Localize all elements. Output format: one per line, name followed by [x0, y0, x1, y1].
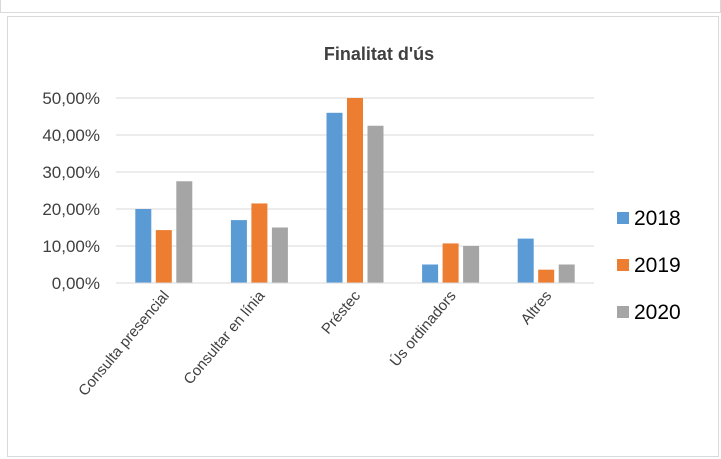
- y-tick-label: 40,00%: [42, 126, 100, 145]
- bar-2020-3: [463, 246, 480, 283]
- bar-2019-0: [155, 230, 172, 283]
- x-tick-label: Préstec: [318, 287, 364, 337]
- bar-2020-2: [367, 125, 384, 283]
- bar-2018-0: [135, 209, 152, 283]
- x-tick-label: Altres: [518, 288, 556, 328]
- bar-2020-4: [558, 264, 575, 283]
- legend-label: 2020: [634, 301, 681, 324]
- legend-label: 2019: [634, 254, 681, 277]
- x-tick-label: Consultar en línia: [180, 287, 268, 388]
- bar-2018-2: [326, 112, 343, 283]
- chart-title: Finalitat d'ús: [324, 44, 434, 64]
- legend-swatch-2018: [617, 212, 629, 224]
- y-tick-label: 50,00%: [42, 89, 100, 108]
- legend-swatch-2020: [617, 306, 629, 318]
- legend-swatch-2019: [617, 259, 629, 271]
- bar-2018-4: [517, 238, 534, 283]
- y-tick-label: 20,00%: [42, 200, 100, 219]
- bars: [116, 98, 594, 284]
- bar-2018-3: [422, 264, 439, 283]
- bar-2019-2: [347, 98, 363, 283]
- y-tick-label: 10,00%: [42, 237, 100, 256]
- bar-2018-1: [230, 220, 247, 283]
- bar-2019-4: [538, 269, 555, 283]
- x-axis-tick-labels: Consulta presencial Consultar en línia Pré…: [75, 287, 555, 399]
- y-axis-tick-labels: 0,00% 10,00% 20,00% 30,00% 40,00% 50,00%: [42, 89, 100, 293]
- bar-2020-0: [176, 181, 193, 283]
- x-tick-label: Consulta presencial: [75, 288, 173, 400]
- y-tick-label: 30,00%: [42, 163, 100, 182]
- y-tick-label: 0,00%: [52, 274, 100, 293]
- legend: 2018 2019 2020: [617, 207, 681, 324]
- bar-2019-1: [251, 203, 268, 283]
- bar-2020-1: [271, 227, 288, 283]
- bar-2019-3: [442, 243, 459, 283]
- legend-label: 2018: [634, 207, 681, 230]
- x-tick-label: Ús ordinadors: [387, 288, 460, 370]
